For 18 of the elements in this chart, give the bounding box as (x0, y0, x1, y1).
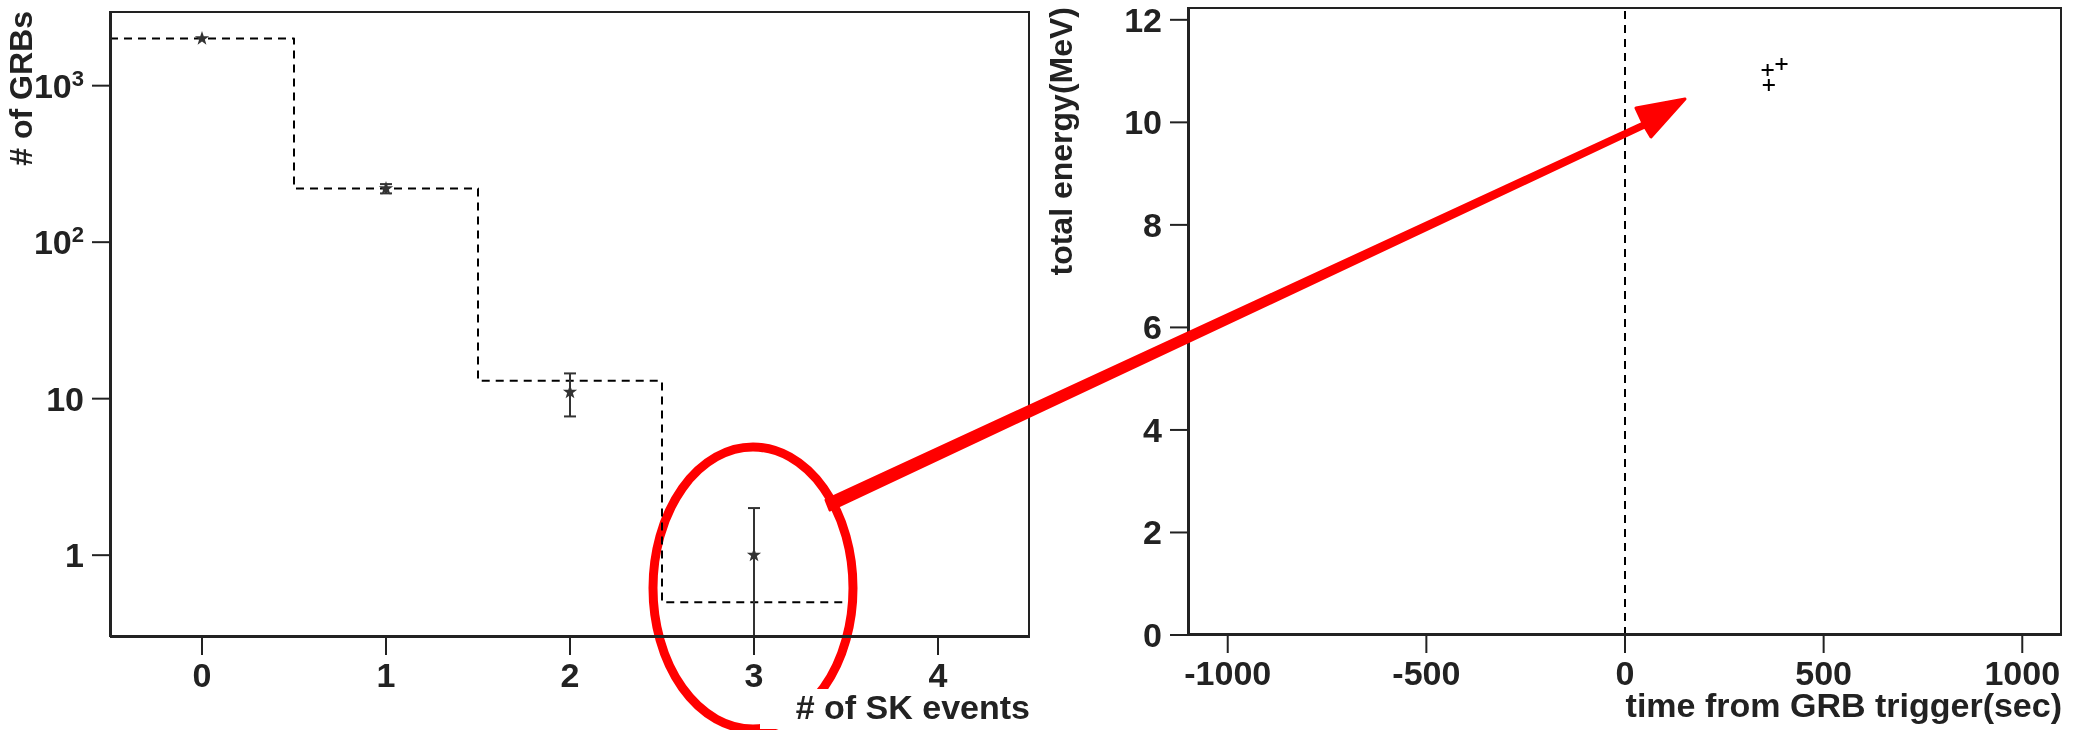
x-tick-label: -500 (1392, 654, 1461, 692)
point (194, 31, 210, 45)
y-tick-label: 8 (1143, 205, 1162, 244)
y-tick-label: 1 (65, 536, 84, 575)
y-tick-label: 4 (1143, 410, 1163, 449)
y-tick-label: 6 (1143, 308, 1162, 347)
y-tick-label: 12 (1124, 0, 1162, 39)
x-tick-label: 3 (744, 656, 764, 694)
y-tick-label: 10 (1124, 103, 1162, 142)
y-tick-label: 0 (1143, 616, 1162, 654)
y-axis-title: total energy(MeV) (1043, 7, 1079, 276)
x-tick-label: 0 (192, 656, 212, 694)
x-tick-label: 2 (560, 656, 580, 694)
x-tick-label: -1000 (1184, 654, 1272, 692)
y-tick-label: 10$^{2}$ (33, 221, 84, 262)
y-tick-label: 2 (1143, 513, 1162, 552)
x-tick-label: 1 (376, 656, 396, 694)
y-tick-label: 10 (46, 379, 84, 418)
